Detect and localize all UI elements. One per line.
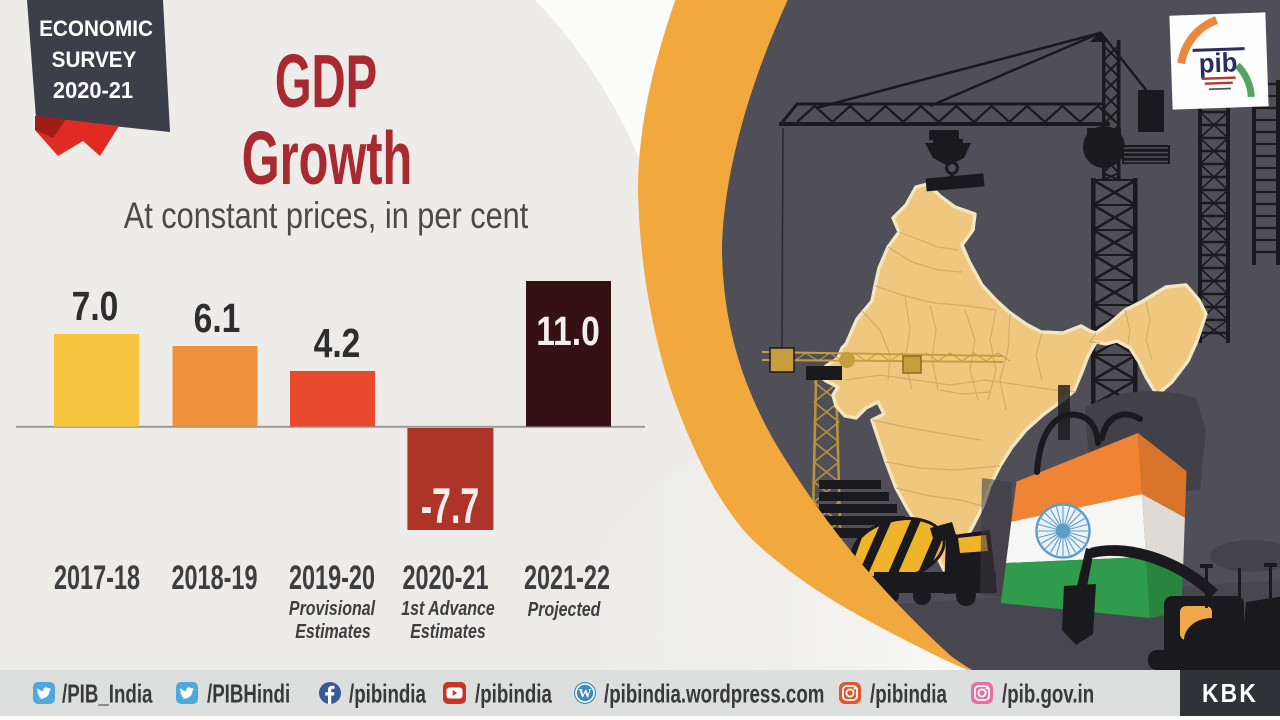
svg-text:Estimates: Estimates (295, 619, 371, 642)
svg-text:GDP: GDP (275, 40, 377, 124)
svg-text:ECONOMIC: ECONOMIC (39, 15, 153, 41)
svg-text:W: W (579, 686, 592, 701)
svg-text:At constant prices, in per cen: At constant prices, in per cent (124, 195, 529, 236)
svg-text:/pibindia: /pibindia (870, 678, 947, 708)
svg-text:SURVEY: SURVEY (52, 46, 137, 72)
svg-text:pib: pib (1198, 47, 1238, 79)
svg-text:6.1: 6.1 (194, 295, 241, 341)
svg-text:4.2: 4.2 (314, 320, 361, 366)
svg-text:7.0: 7.0 (72, 283, 119, 329)
svg-text:/pibindia: /pibindia (475, 678, 552, 708)
svg-text:2020-21: 2020-21 (53, 77, 133, 103)
svg-text:-7.7: -7.7 (421, 479, 480, 535)
svg-text:2017-18: 2017-18 (54, 560, 140, 597)
svg-text:KBK: KBK (1202, 680, 1258, 709)
svg-text:Growth: Growth (242, 118, 413, 201)
svg-text:/pib.gov.in: /pib.gov.in (1002, 678, 1094, 708)
svg-text:Provisional: Provisional (289, 596, 376, 619)
svg-text:Projected: Projected (528, 597, 602, 620)
svg-text:/pibindia: /pibindia (349, 678, 426, 708)
svg-text:2018-19: 2018-19 (171, 560, 257, 597)
svg-text:/PIB_India: /PIB_India (62, 678, 153, 708)
svg-text:/PIBHindi: /PIBHindi (207, 678, 290, 708)
svg-text:1st Advance: 1st Advance (401, 596, 495, 619)
svg-text:2020-21: 2020-21 (402, 560, 488, 597)
svg-text:2019-20: 2019-20 (289, 560, 375, 597)
svg-text:2021-22: 2021-22 (524, 560, 610, 597)
svg-text:11.0: 11.0 (536, 308, 600, 354)
svg-text:/pibindia.wordpress.com: /pibindia.wordpress.com (604, 678, 824, 708)
svg-text:Estimates: Estimates (410, 619, 486, 642)
